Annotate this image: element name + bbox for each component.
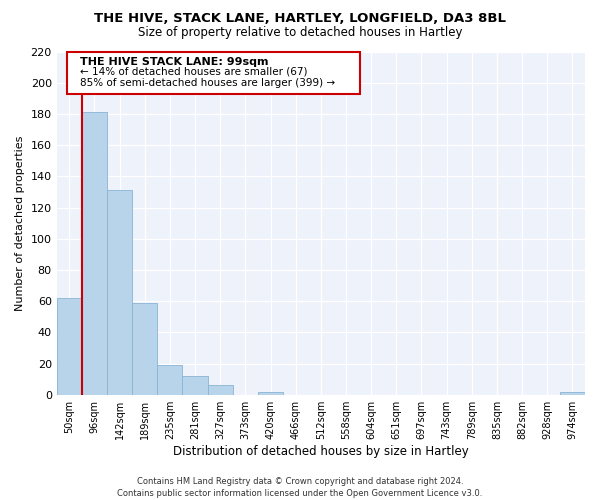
Y-axis label: Number of detached properties: Number of detached properties: [15, 136, 25, 311]
Text: Contains HM Land Registry data © Crown copyright and database right 2024.
Contai: Contains HM Land Registry data © Crown c…: [118, 476, 482, 498]
Bar: [182, 376, 208, 394]
Bar: [208, 386, 233, 394]
Text: ← 14% of detached houses are smaller (67): ← 14% of detached houses are smaller (67…: [80, 67, 308, 77]
Text: 85% of semi-detached houses are larger (399) →: 85% of semi-detached houses are larger (…: [80, 78, 335, 88]
X-axis label: Distribution of detached houses by size in Hartley: Distribution of detached houses by size …: [173, 444, 469, 458]
Text: THE HIVE, STACK LANE, HARTLEY, LONGFIELD, DA3 8BL: THE HIVE, STACK LANE, HARTLEY, LONGFIELD…: [94, 12, 506, 26]
Bar: [107, 190, 132, 394]
Bar: [132, 302, 157, 394]
Bar: [258, 392, 283, 394]
Bar: [56, 298, 82, 394]
Bar: [157, 365, 182, 394]
FancyBboxPatch shape: [67, 52, 361, 94]
Bar: [82, 112, 107, 394]
Text: THE HIVE STACK LANE: 99sqm: THE HIVE STACK LANE: 99sqm: [80, 56, 269, 66]
Bar: [560, 392, 585, 394]
Text: Size of property relative to detached houses in Hartley: Size of property relative to detached ho…: [138, 26, 462, 39]
